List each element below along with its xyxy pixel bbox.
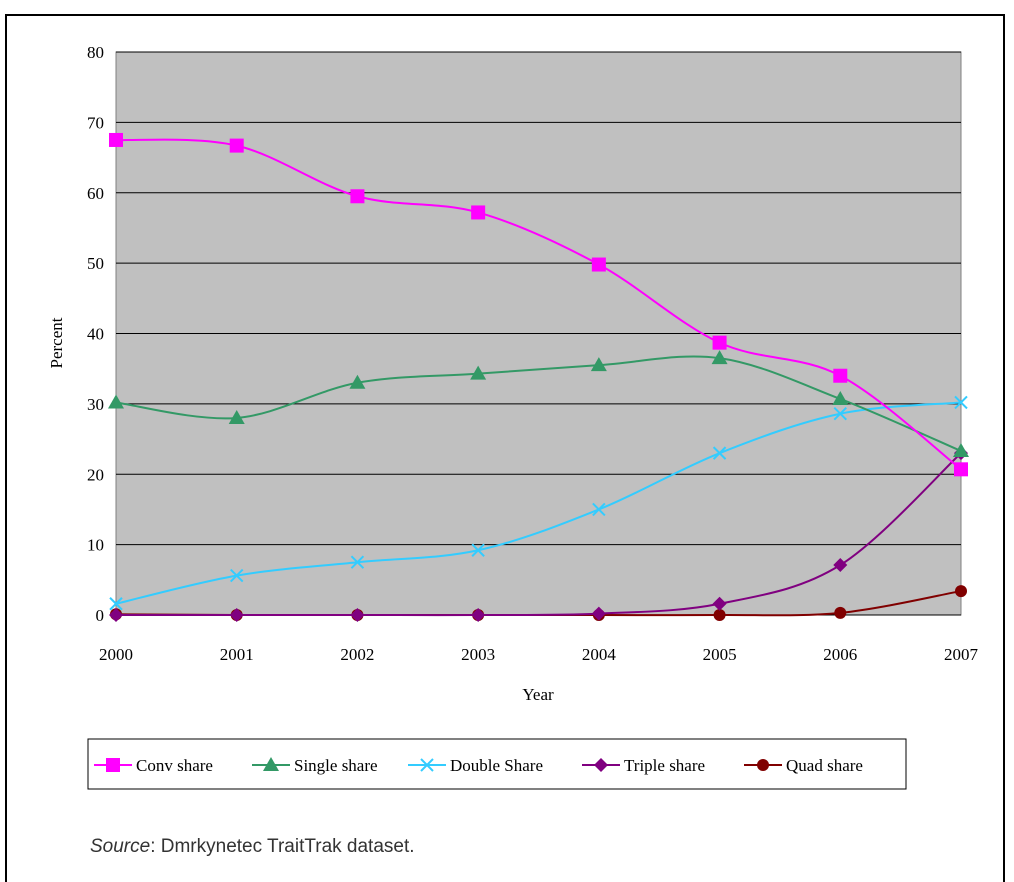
quad-share-point bbox=[834, 606, 847, 619]
legend-marker-quad-share bbox=[757, 759, 769, 771]
triple-share-point bbox=[833, 558, 848, 573]
y-tick-label: 70 bbox=[87, 113, 104, 132]
conv-share-point bbox=[833, 368, 848, 383]
source-label: Source bbox=[90, 836, 151, 857]
y-tick-label: 80 bbox=[87, 43, 104, 62]
single-share-point bbox=[953, 443, 969, 458]
triple-share-point bbox=[471, 608, 486, 622]
conv-share-point bbox=[591, 257, 606, 272]
x-tick-label: 2002 bbox=[340, 645, 374, 664]
double-share-point bbox=[230, 568, 244, 583]
triple-share-point bbox=[591, 606, 606, 621]
y-tick-label: 0 bbox=[96, 606, 105, 625]
double-share-point bbox=[712, 446, 727, 460]
single-share-point bbox=[590, 357, 607, 372]
y-tick-label: 60 bbox=[87, 184, 104, 203]
double-share-line bbox=[115, 401, 962, 605]
y-tick-label: 50 bbox=[87, 254, 104, 273]
x-axis-title: Year bbox=[522, 685, 554, 704]
legend-marker-conv-share bbox=[106, 758, 120, 772]
legend-marker-triple-share bbox=[594, 758, 608, 772]
double-share-point bbox=[471, 543, 485, 557]
single-share-point bbox=[832, 390, 849, 405]
triple-share-point bbox=[712, 596, 727, 611]
single-share-point bbox=[228, 409, 245, 424]
x-tick-label: 2007 bbox=[944, 645, 979, 664]
conv-share-point bbox=[712, 335, 727, 350]
marker-stroke bbox=[592, 502, 606, 517]
x-tick-labels: 2000 2001 2002 2003 2004 2005 2006 2007 bbox=[99, 645, 979, 664]
double-share-point bbox=[109, 597, 123, 611]
legend-marker-double-share bbox=[420, 758, 434, 772]
y-tick-label: 30 bbox=[87, 395, 104, 414]
y-axis-title: Percent bbox=[47, 317, 66, 368]
x-tick-label: 2005 bbox=[703, 645, 737, 664]
single-share-point bbox=[349, 374, 366, 389]
marker-stroke bbox=[230, 568, 244, 583]
source-text: : Dmrkynetec TraitTrak dataset. bbox=[150, 836, 415, 857]
y-tick-label: 10 bbox=[87, 536, 104, 555]
triple-share-point bbox=[229, 608, 244, 622]
single-share-line bbox=[115, 355, 962, 452]
x-tick-label: 2006 bbox=[823, 645, 857, 664]
conv-share-point bbox=[954, 462, 968, 477]
x-tick-label: 2004 bbox=[582, 645, 617, 664]
double-share-point bbox=[592, 502, 606, 517]
quad-share-point bbox=[955, 585, 967, 598]
double-share-point bbox=[833, 407, 847, 421]
legend-label-double-share: Double Share bbox=[450, 756, 543, 775]
conv-share-point bbox=[109, 132, 123, 147]
legend-marker-single-share bbox=[263, 757, 279, 771]
single-share-point bbox=[711, 350, 728, 365]
chart-frame bbox=[5, 14, 1005, 882]
marker-stroke bbox=[954, 395, 968, 410]
x-tick-label: 2003 bbox=[461, 645, 495, 664]
legend-label-triple-share: Triple share bbox=[624, 756, 705, 775]
single-share-point bbox=[108, 394, 124, 409]
x-tick-label: 2001 bbox=[220, 645, 254, 664]
y-tick-labels: 0 10 20 30 40 50 60 70 80 bbox=[87, 43, 104, 625]
marker-stroke bbox=[712, 446, 727, 460]
marker-stroke bbox=[420, 758, 434, 772]
series-markers bbox=[108, 132, 969, 622]
x-tick-label: 2000 bbox=[99, 645, 133, 664]
triple-share-point bbox=[109, 608, 123, 622]
legend: Conv share Single share Double Share Triple… bbox=[94, 756, 863, 775]
source-note: Source: Dmrkynetec TraitTrak dataset. bbox=[90, 836, 415, 858]
marker-stroke bbox=[350, 555, 365, 569]
marker-stroke bbox=[833, 407, 847, 421]
single-share-point bbox=[470, 365, 487, 380]
legend-label-single-share: Single share bbox=[294, 756, 378, 775]
y-tick-label: 40 bbox=[87, 325, 104, 344]
conv-share-point bbox=[229, 138, 244, 153]
triple-share-point bbox=[350, 608, 365, 622]
quad-share-point bbox=[713, 609, 726, 621]
legend-label-conv-share: Conv share bbox=[136, 756, 213, 775]
double-share-point bbox=[350, 555, 365, 569]
conv-share-point bbox=[471, 205, 486, 220]
marker-stroke bbox=[109, 597, 123, 611]
legend-label-quad-share: Quad share bbox=[786, 756, 863, 775]
y-tick-label: 20 bbox=[87, 465, 104, 484]
marker-stroke bbox=[471, 543, 485, 557]
double-share-point bbox=[954, 395, 968, 410]
conv-share-point bbox=[350, 189, 365, 204]
